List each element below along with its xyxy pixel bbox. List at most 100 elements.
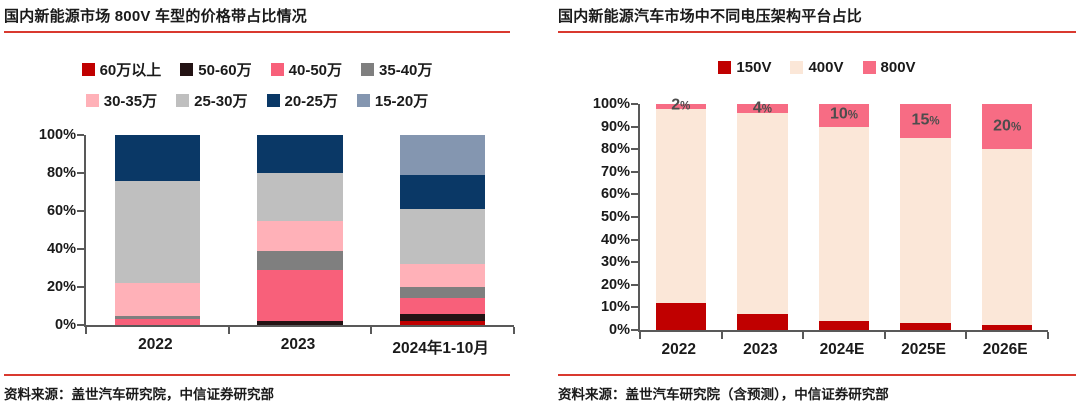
legend-label: 50-60万 [198,62,252,79]
legend-swatch [266,94,280,107]
x-tick-mark [639,332,641,339]
legend-item: 800V [862,59,916,76]
bar-segment [114,319,201,325]
bar-segment [900,137,951,324]
bar-segment [257,135,343,174]
chart-title: 国内新能源市场 800V 车型的价格带占比情况 [4,2,510,33]
y-tick-mark [631,103,638,105]
legend-label: 25-30万 [194,93,248,110]
y-tick-label: 60% [46,203,76,219]
legend-label: 30-35万 [103,93,158,110]
plot-area-wrap: 100% 90% 80% 70% 60% 50% 40% 30% 20% 10% 0% 2% 4% 10%… [558,96,1076,339]
x-axis-label: 2022 [661,341,697,358]
stacked-bar [257,135,343,325]
stacked-bar [399,135,486,325]
bar-column [229,135,372,325]
bar-column [86,135,229,325]
bar-segment: 15% [900,104,951,138]
bar-segment: 4% [737,100,788,116]
legend-item: 40-50万 [270,59,342,80]
legend-item: 60万以上 [81,59,161,80]
x-axis-labels: 2022 2023 2024E 2025E 2026E [638,341,1046,359]
x-tick-mark [85,327,87,334]
bar-column: 10% [803,104,885,330]
x-tick-mark [1047,332,1049,339]
legend-swatch [270,63,284,76]
y-tick-mark [631,193,638,196]
y-tick-mark [631,170,638,173]
bar-segment [981,149,1033,326]
legend-row: 30-35万 25-30万 20-25万 15-20万 [85,90,429,111]
y-tick-label: 100% [38,127,76,143]
bar-segment [399,174,486,210]
plot-area-wrap: 100% 80% 60% 40% 20% 0% [4,127,515,334]
stacked-bar: 15% [900,104,951,330]
legend-swatch [81,63,95,76]
x-axis-label: 2024年1-10月 [392,340,489,357]
legend-label: 35-40万 [379,62,433,79]
bar-column: 20% [966,104,1048,330]
stacked-bar-chart-price-bands: 60万以上 50-60万 40-50万 35-40万 30-35万 25-30万 20-25… [4,33,515,358]
y-tick-mark [631,283,638,286]
stacked-bar: 10% [818,104,870,330]
legend-swatch [790,61,804,74]
bar-column [371,135,514,325]
label-value: 15 [911,111,930,129]
bar-segment-label: 2% [656,97,707,115]
bar-segment [257,321,343,325]
bar-column: 2% [640,97,722,330]
y-tick-mark [631,148,638,151]
label-value: 4 [752,99,762,117]
legend-label: 800V [880,59,916,76]
y-axis: 100% 80% 60% 40% 20% 0% [4,127,84,333]
source-note: 资料来源：盖世汽车研究院（含预测），中信证券研究部 [558,374,1076,403]
bar-segment [900,323,951,330]
bar-segment [399,209,486,265]
bar-column: 15% [885,104,967,330]
legend-label: 400V [808,59,844,76]
legend-item: 400V [790,59,844,76]
bar-segment [399,313,486,322]
label-value: 10 [829,105,848,123]
y-tick-label: 0% [55,317,76,333]
y-tick-label: 50% [600,209,630,225]
label-percent-sign: % [1010,121,1022,134]
legend-item: 25-30万 [176,90,248,111]
legend-swatch [361,63,375,76]
x-tick-mark [513,327,515,334]
legend-swatch [176,94,190,107]
y-tick-label: 0% [609,322,630,338]
y-tick-mark [631,306,638,309]
bar-segment [399,135,486,175]
legend-swatch [85,94,99,107]
y-tick-mark [77,134,84,136]
bar-segment-label: 20% [982,118,1033,135]
source-text: 资料来源：盖世汽车研究院（含预测），中信证券研究部 [558,387,889,402]
x-tick-mark [370,327,373,334]
stacked-bar: 2% [655,97,707,330]
y-tick-label: 100% [592,96,630,112]
x-tick-mark [883,332,886,339]
bar-segment: 2% [655,97,707,113]
bar-segment [257,173,343,221]
y-tick-mark [77,324,84,326]
plot-area [77,134,515,334]
label-value: 20 [993,117,1011,135]
bar-segment [257,220,343,251]
bar-segment-label: 10% [819,105,870,124]
y-tick-label: 10% [600,299,630,316]
bar-segment [399,264,486,288]
bar-segment [737,314,788,330]
legend-row: 60万以上 50-60万 40-50万 35-40万 [81,59,433,80]
plot-area: 2% 4% 10% 15% 20% [631,97,1049,339]
y-tick-label: 70% [600,163,630,180]
stacked-bar: 4% [737,100,788,330]
bar-segment [655,302,707,330]
legend-label: 15-20万 [374,93,429,110]
x-tick-mark [802,332,805,339]
y-tick-label: 80% [600,141,630,158]
y-axis: 100% 90% 80% 70% 60% 50% 40% 30% 20% 10% 0% [558,96,638,338]
chart-panel-voltage-platforms: 国内新能源汽车市场中不同电压架构平台占比 150V 400V 800V 100% 90%… [540,0,1080,413]
legend-swatch [356,94,370,107]
